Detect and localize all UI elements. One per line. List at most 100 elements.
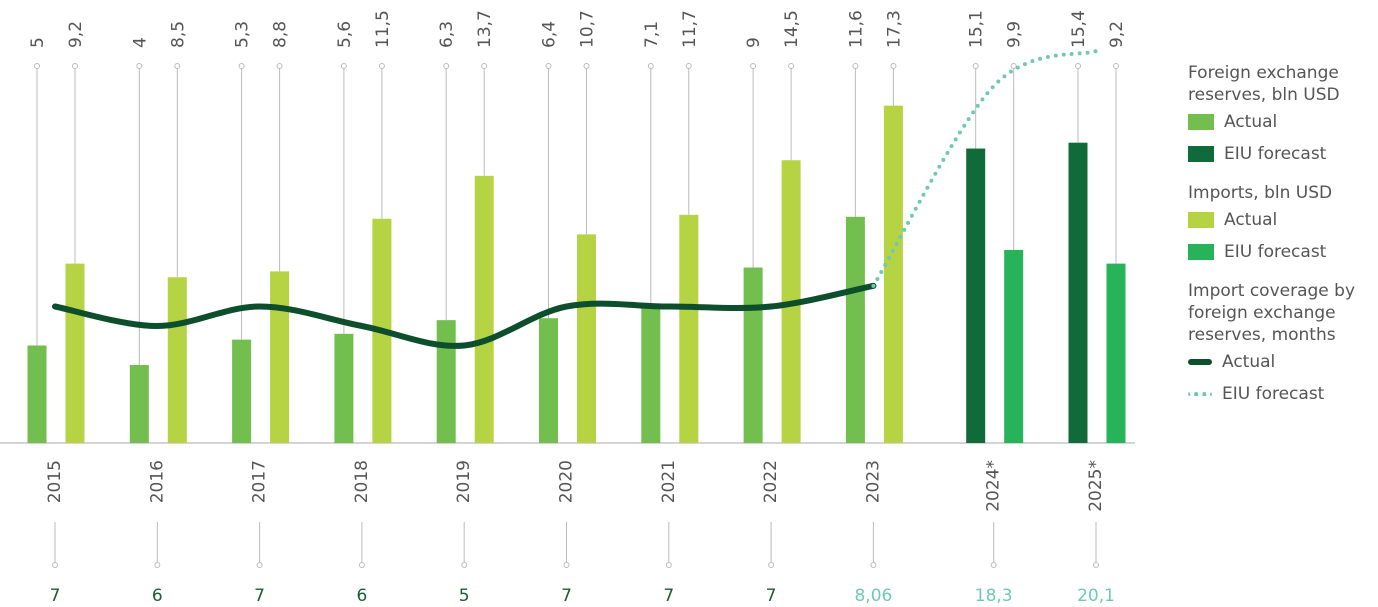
value-label: 11,7 bbox=[680, 10, 700, 48]
connector-dot bbox=[870, 562, 877, 568]
legend-swatch bbox=[1188, 212, 1214, 228]
leader-dot bbox=[276, 63, 283, 69]
value-label: 5 bbox=[28, 37, 48, 48]
legend-label: EIU forecast bbox=[1222, 384, 1325, 404]
connector-dot bbox=[563, 562, 570, 568]
connector-dot bbox=[154, 562, 161, 568]
bar bbox=[65, 263, 85, 443]
legend-label: EIU forecast bbox=[1224, 144, 1327, 164]
leader-dot bbox=[72, 63, 78, 69]
leader-dot bbox=[1113, 63, 1119, 69]
coverage-label: 18,3 bbox=[975, 586, 1013, 606]
value-label: 15,4 bbox=[1069, 10, 1089, 48]
bar bbox=[1004, 249, 1024, 443]
value-label: 11,6 bbox=[846, 10, 866, 48]
legend-label: Actual bbox=[1224, 210, 1278, 230]
coverage-label: 8,06 bbox=[854, 586, 892, 606]
value-label: 17,3 bbox=[884, 10, 904, 48]
bar bbox=[679, 214, 699, 443]
legend-item: EIU forecast bbox=[1188, 236, 1373, 268]
bar bbox=[1068, 142, 1088, 443]
legend-label: Actual bbox=[1224, 112, 1278, 132]
leader-dot bbox=[685, 63, 692, 69]
connector-dot bbox=[256, 562, 263, 568]
legend-title: Foreign exchange reserves, bln USD bbox=[1188, 63, 1340, 105]
value-label: 15,1 bbox=[967, 10, 987, 48]
bar bbox=[167, 277, 187, 443]
x-tick-label: 2024* bbox=[984, 460, 1004, 512]
value-label: 5,3 bbox=[233, 21, 253, 48]
bar bbox=[577, 234, 596, 443]
coverage-line bbox=[52, 282, 877, 349]
leader-dot bbox=[378, 63, 385, 69]
connector-dot bbox=[358, 562, 365, 568]
coverage-label: 5 bbox=[459, 586, 470, 606]
value-label: 5,6 bbox=[335, 21, 355, 48]
coverage-label: 7 bbox=[254, 586, 265, 606]
connector-dot bbox=[1093, 562, 1099, 568]
x-tick-label: 2019 bbox=[454, 460, 474, 503]
legend: Foreign exchange reserves, bln USD Actual… bbox=[1188, 62, 1373, 410]
legend-item: Actual bbox=[1188, 204, 1373, 236]
leader-dot bbox=[972, 63, 979, 69]
legend-item: Actual bbox=[1188, 346, 1373, 378]
bar bbox=[474, 175, 494, 443]
legend-label: Actual bbox=[1222, 352, 1276, 372]
bar bbox=[129, 365, 149, 443]
legend-item: Actual bbox=[1188, 106, 1373, 138]
x-tick-label: 2021 bbox=[659, 460, 679, 503]
bar bbox=[641, 304, 661, 443]
bar bbox=[539, 318, 558, 443]
value-label: 9,2 bbox=[66, 21, 86, 48]
x-tick-label: 2023 bbox=[863, 460, 883, 503]
x-tick-label: 2017 bbox=[250, 460, 270, 503]
legend-swatch bbox=[1188, 114, 1214, 130]
leader-dot bbox=[1075, 63, 1081, 69]
bar bbox=[743, 267, 763, 443]
leader-dot bbox=[136, 63, 143, 69]
value-label: 9,9 bbox=[1005, 21, 1025, 48]
coverage-label: 20,1 bbox=[1077, 586, 1115, 606]
x-tick-label: 2015 bbox=[45, 460, 65, 503]
leader-dot bbox=[583, 63, 590, 69]
value-label: 6,4 bbox=[540, 21, 560, 48]
bar bbox=[845, 216, 865, 443]
connector-dot bbox=[768, 562, 775, 568]
coverage-label: 6 bbox=[152, 586, 163, 606]
connector-dot bbox=[461, 562, 468, 568]
x-tick-label: 2020 bbox=[557, 460, 577, 503]
coverage-label: 7 bbox=[766, 586, 777, 606]
legend-label: EIU forecast bbox=[1224, 242, 1327, 262]
leader-dot bbox=[340, 63, 347, 69]
coverage-label: 7 bbox=[663, 586, 674, 606]
chart-svg: 5 4 5,3 5,6 6,3 6,4 7,1 9 11,6 15,1 15,4 9,2 8,5 8,8 1… bbox=[0, 10, 1135, 606]
leader-dot bbox=[238, 63, 245, 69]
leader-dot bbox=[1010, 63, 1017, 69]
legend-title: Imports, bln USD bbox=[1188, 183, 1333, 203]
value-label: 7,1 bbox=[642, 21, 662, 48]
value-label: 13,7 bbox=[475, 10, 495, 48]
coverage-label: 7 bbox=[561, 586, 572, 606]
bar bbox=[966, 148, 986, 444]
leader-dot bbox=[34, 63, 40, 69]
bar bbox=[334, 333, 354, 443]
connector-dot bbox=[52, 562, 58, 568]
value-label: 11,5 bbox=[373, 10, 393, 48]
x-tick-label: 2018 bbox=[352, 460, 372, 503]
value-label: 8,5 bbox=[168, 21, 188, 48]
x-tick-label: 2022 bbox=[761, 460, 781, 503]
value-label: 9,2 bbox=[1107, 21, 1127, 48]
leader-dot bbox=[852, 63, 859, 69]
coverage-label: 6 bbox=[356, 586, 367, 606]
bar bbox=[1106, 263, 1126, 443]
connector-dot bbox=[990, 562, 997, 568]
leader-dot bbox=[443, 63, 450, 69]
bar bbox=[883, 105, 903, 444]
bar bbox=[270, 271, 290, 443]
legend-swatch bbox=[1188, 392, 1212, 396]
legend-swatch bbox=[1188, 244, 1214, 260]
leader-dot bbox=[788, 63, 795, 69]
x-tick-label: 2025* bbox=[1086, 460, 1106, 512]
x-tick-label: 2016 bbox=[147, 460, 167, 503]
